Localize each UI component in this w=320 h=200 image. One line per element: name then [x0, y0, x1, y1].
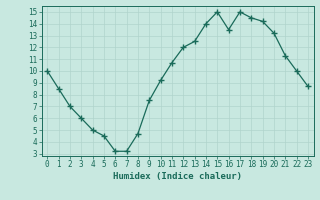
X-axis label: Humidex (Indice chaleur): Humidex (Indice chaleur) — [113, 172, 242, 181]
